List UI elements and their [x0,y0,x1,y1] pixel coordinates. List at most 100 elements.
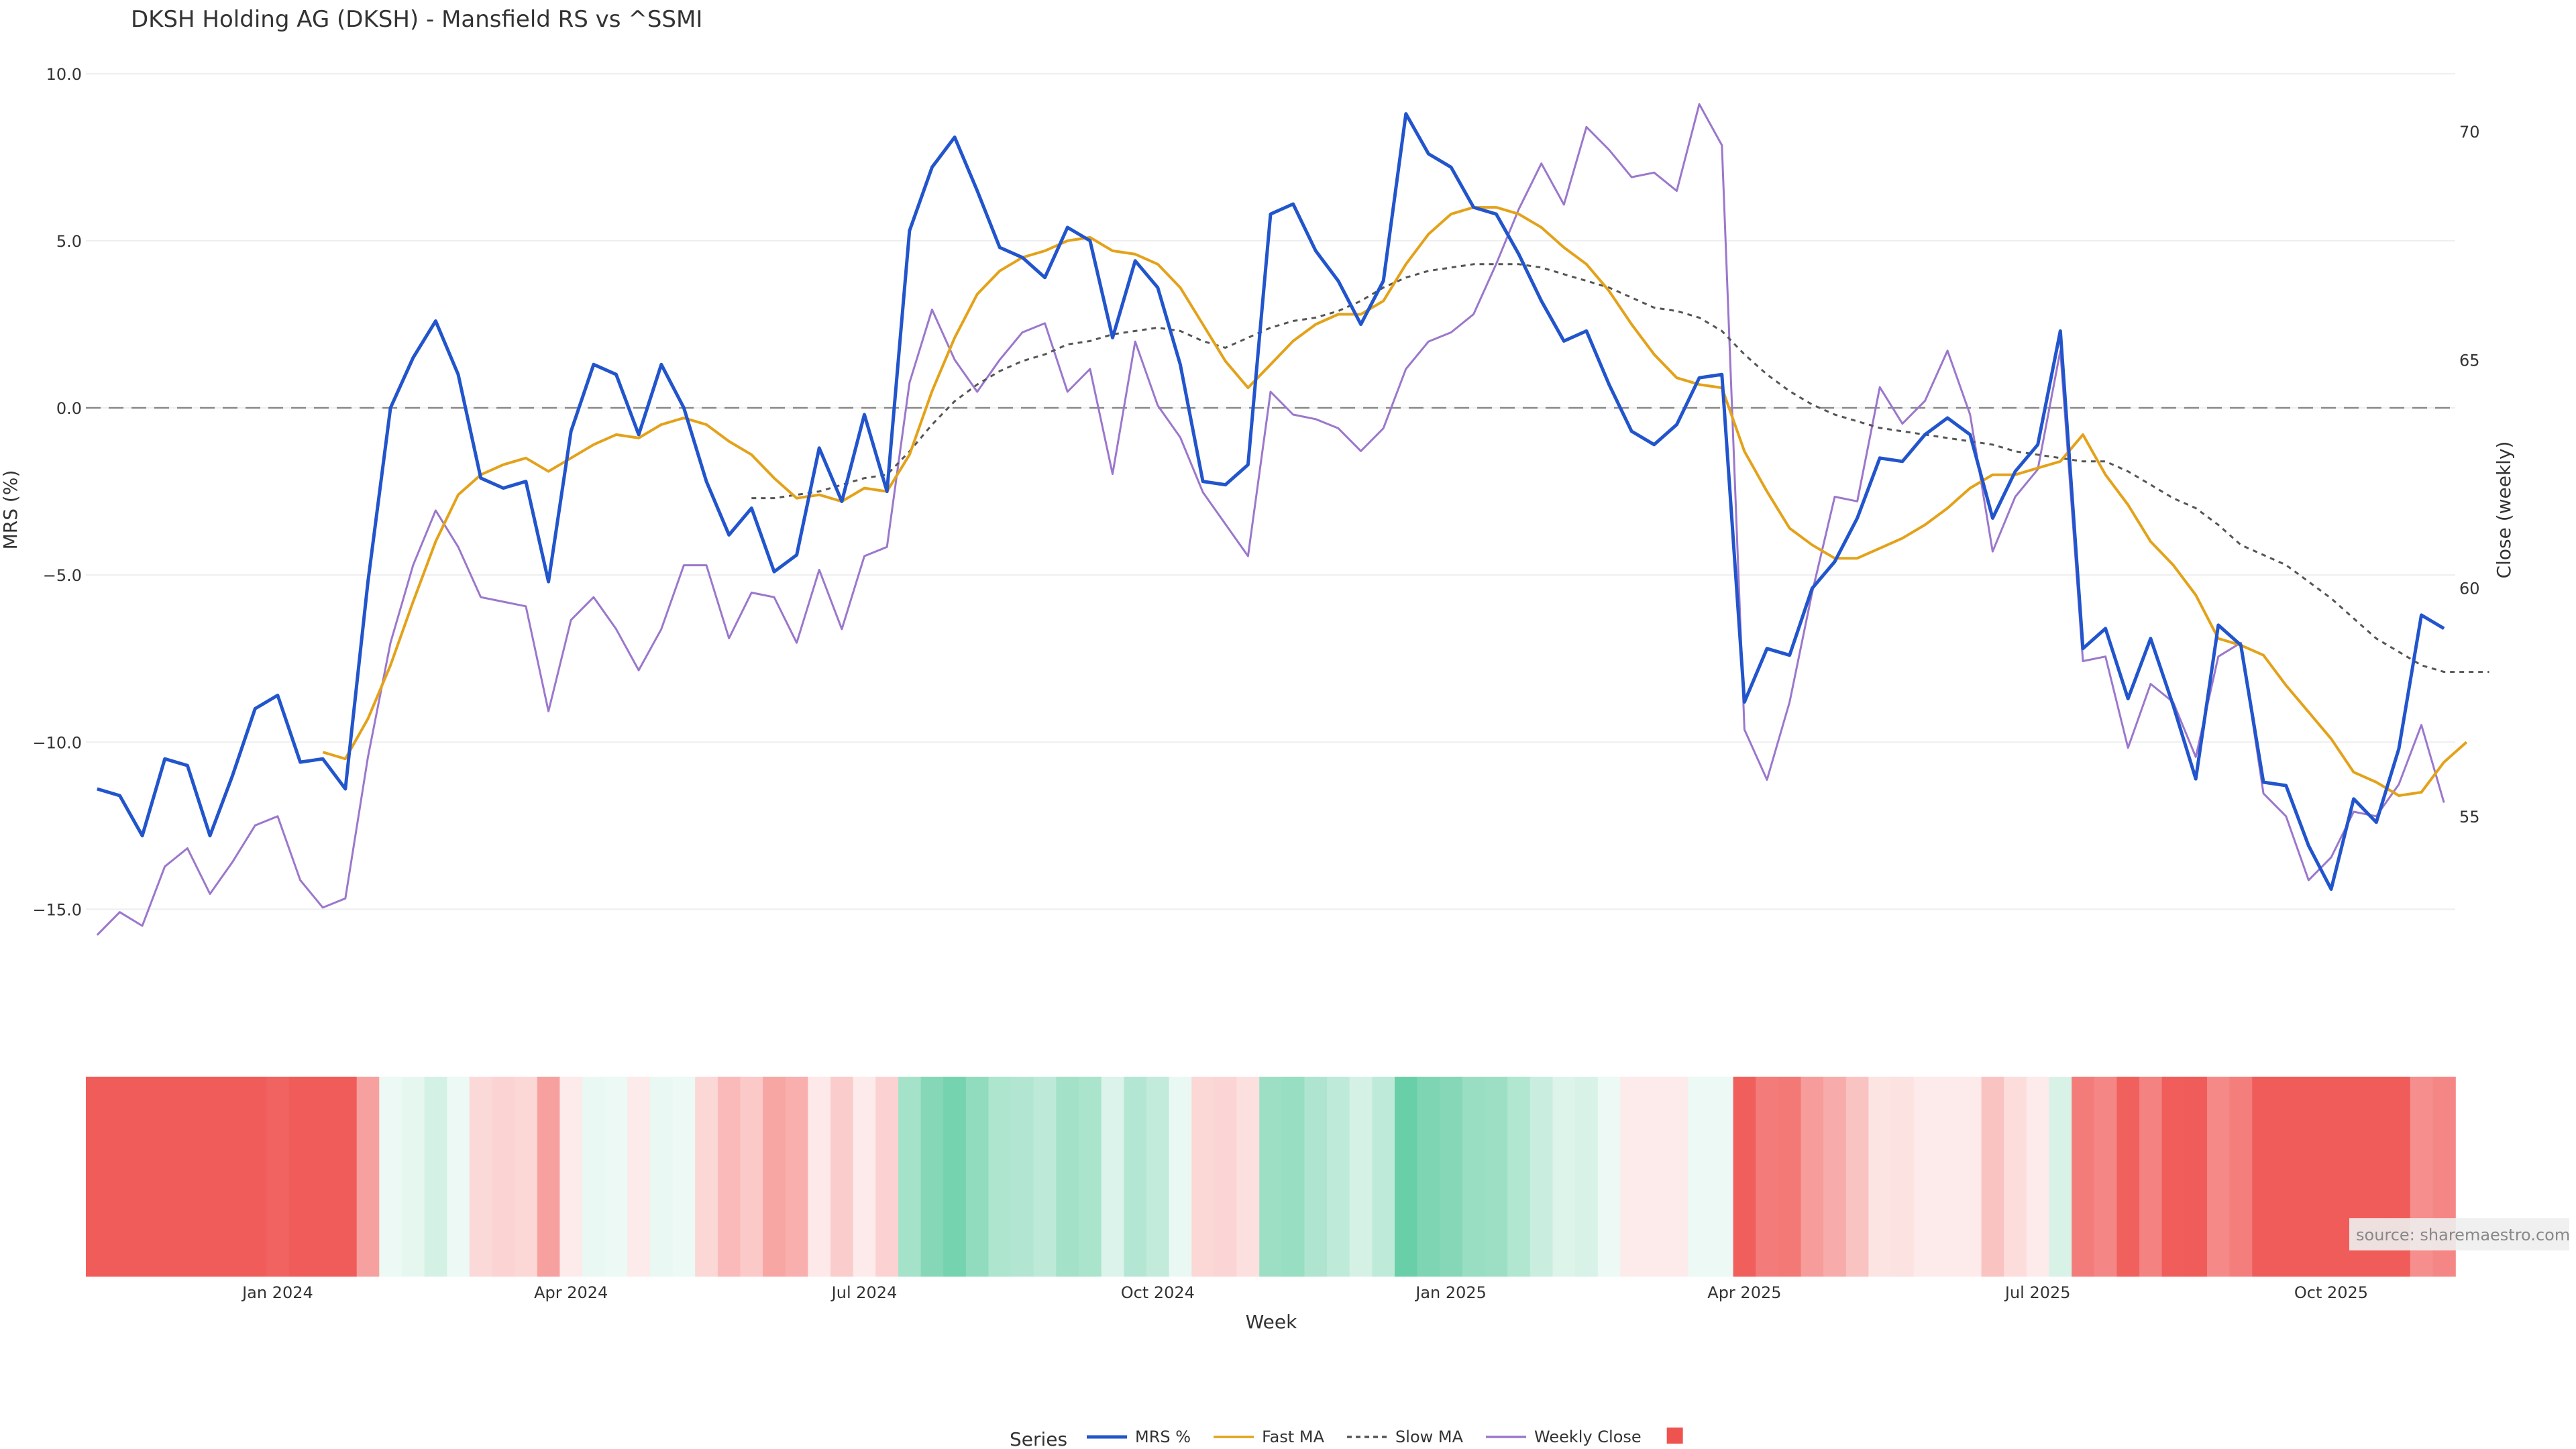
heatmap-cell [1620,1077,1644,1277]
legend-label: Fast MA [1262,1428,1325,1446]
heatmap-cell [672,1077,696,1277]
heatmap-cell [334,1077,358,1277]
heatmap-cell [1304,1077,1328,1277]
legend-title: Series [1010,1428,1067,1449]
heatmap-cell [2184,1077,2208,1277]
heatmap-cell [311,1077,335,1277]
heatmap-cell [1101,1077,1125,1277]
x-tick-label: Oct 2024 [1121,1283,1195,1302]
heatmap-cell [1281,1077,1305,1277]
x-tick-label: Jul 2024 [830,1283,898,1302]
heatmap-cell [1462,1077,1486,1277]
y-tick-label: −15.0 [32,900,82,919]
series-weekly-close [96,103,2445,936]
heatmap-cell [1124,1077,1147,1277]
heatmap-cell [1845,1077,1870,1277]
heatmap-cell [1372,1077,1395,1277]
heatmap-cell [1417,1077,1440,1277]
heatmap-cell [199,1077,222,1277]
y2-axis-title: Close (weekly) [2493,441,2515,579]
heatmap-cell [492,1077,515,1277]
heatmap-cell [1575,1077,1599,1277]
heatmap-cell [1936,1077,1960,1277]
x-tick-label: Jan 2024 [241,1283,313,1302]
heatmap-cell [943,1077,967,1277]
heatmap-cell [1033,1077,1057,1277]
legend-swatch-heatmap [1666,1428,1683,1444]
series-slow-ma [751,263,2489,674]
heatmap-cell [2161,1077,2186,1277]
heatmap-cell [717,1077,741,1277]
heatmap-cell [1710,1077,1734,1277]
x-tick-label: Jan 2025 [1414,1283,1487,1302]
heatmap-cell [1597,1077,1621,1277]
heatmap-cell [1259,1077,1283,1277]
heatmap-cell [131,1077,154,1277]
heatmap-cell [1169,1077,1192,1277]
heatmap-cell [830,1077,854,1277]
heatmap-cell [356,1077,380,1277]
heatmap-cell [379,1077,402,1277]
heatmap-cell [1552,1077,1576,1277]
heatmap-cell [86,1077,109,1277]
heatmap-cell [853,1077,877,1277]
y2-tick-label: 70 [2459,123,2480,142]
heatmap-cell [1823,1077,1847,1277]
left-axis-ticks: 10.0 5.0 0.0 −5.0 −10.0 −15.0 [32,65,82,920]
legend: Series MRS % Fast MA Slow MA Weekly Close [1010,1428,1683,1449]
heatmap-cell [1056,1077,1079,1277]
heatmap-cell [627,1077,651,1277]
heatmap-cell [604,1077,629,1277]
heatmap-cell [2207,1077,2231,1277]
x-tick-label: Oct 2025 [2294,1283,2368,1302]
heatmap-cell [1959,1077,1982,1277]
heatmap-cell [650,1077,674,1277]
heatmap-cell [1529,1077,1554,1277]
series-lines [96,103,2489,936]
heatmap-cell [401,1077,425,1277]
x-tick-label: Apr 2024 [534,1283,608,1302]
heatmap-cell [559,1077,583,1277]
heatmap-cell [2274,1077,2298,1277]
rs-heatmap-band [86,1077,2456,1277]
heatmap-cell [1913,1077,1937,1277]
heatmap-cell [1146,1077,1170,1277]
heatmap-cell [469,1077,493,1277]
legend-label: MRS % [1135,1428,1191,1446]
x-tick-label: Jul 2025 [2004,1283,2071,1302]
x-tick-label: Apr 2025 [1707,1283,1781,1302]
heatmap-cell [1981,1077,2004,1277]
heatmap-cell [1214,1077,1238,1277]
heatmap-cell [1868,1077,1892,1277]
heatmap-cell [153,1077,177,1277]
source-label: source: sharemaestro.com [2349,1218,2570,1250]
x-axis-title: Week [1246,1311,1297,1333]
y2-tick-label: 60 [2459,580,2480,598]
y-axis-title: MRS (%) [0,470,21,550]
heatmap-cell [447,1077,470,1277]
heatmap-cell [1891,1077,1915,1277]
heatmap-cell [695,1077,718,1277]
heatmap-cell [1011,1077,1034,1277]
heatmap-cell [2297,1077,2320,1277]
heatmap-cell [1688,1077,1711,1277]
heatmap-cell [108,1077,131,1277]
heatmap-cell [875,1077,899,1277]
heatmap-cell [537,1077,561,1277]
heatmap-cell [1733,1077,1756,1277]
heatmap-cell [424,1077,447,1277]
heatmap-cell [965,1077,989,1277]
heatmap-cell [740,1077,763,1277]
legend-label: Slow MA [1395,1428,1464,1446]
heatmap-cell [920,1077,944,1277]
heatmap-cell [266,1077,290,1277]
heatmap-cell [1756,1077,1779,1277]
x-axis-ticks: Jan 2024 Apr 2024 Jul 2024 Oct 2024 Jan 2025… [241,1283,2368,1302]
y-tick-label: 10.0 [46,65,82,84]
legend-label: Weekly Close [1534,1428,1642,1446]
heatmap-cell [898,1077,922,1277]
heatmap-cell [1327,1077,1350,1277]
heatmap-cell [1643,1077,1666,1277]
heatmap-cell [288,1077,313,1277]
